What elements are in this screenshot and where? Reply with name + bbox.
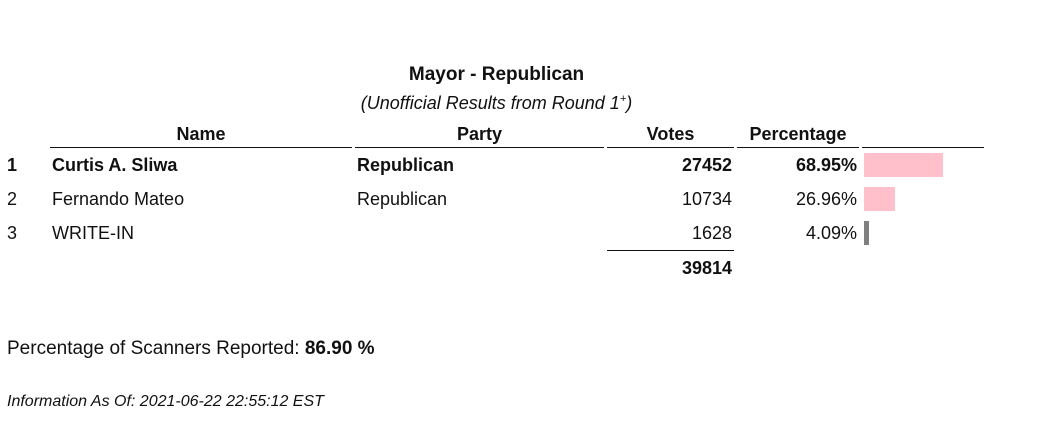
candidate-rank: 1	[7, 154, 18, 175]
total-spacer	[3, 250, 47, 285]
candidate-name: Curtis A. Sliwa	[52, 154, 178, 175]
total-spacer	[355, 250, 604, 285]
scanners-label: Percentage of Scanners Reported:	[7, 338, 305, 359]
rank-header	[3, 122, 47, 148]
candidate-percentage: 68.95%	[795, 154, 857, 175]
contest-subtitle: (Unofficial Results from Round 1+)	[0, 93, 993, 114]
bar-header	[862, 122, 984, 148]
vote-share-bar	[864, 187, 895, 211]
total-row: 39814	[3, 250, 984, 285]
total-votes: 39814	[607, 250, 734, 285]
contest-title: Mayor - Republican	[408, 64, 585, 85]
candidate-row: 1 Curtis A. Sliwa Republican 27452 68.95…	[3, 148, 984, 182]
party-header: Party	[355, 122, 604, 148]
votes-header: Votes	[607, 122, 734, 148]
candidate-party: Republican	[357, 154, 455, 175]
total-spacer	[50, 250, 352, 285]
subtitle-text: (Unofficial Results from Round 1	[360, 93, 620, 113]
scanners-reported: Percentage of Scanners Reported: 86.90 %	[7, 338, 375, 360]
candidate-percentage: 4.09%	[805, 222, 857, 243]
candidate-name: WRITE-IN	[52, 222, 134, 243]
candidate-bar-cell	[862, 182, 984, 216]
name-header: Name	[50, 122, 352, 148]
candidate-party: Republican	[357, 188, 448, 209]
information-timestamp: Information As Of: 2021-06-22 22:55:12 E…	[7, 393, 324, 410]
candidate-name: Fernando Mateo	[52, 188, 185, 209]
candidate-party	[355, 216, 604, 250]
percentage-header: Percentage	[737, 122, 859, 148]
subtitle-close: )	[626, 93, 633, 113]
candidate-row: 2 Fernando Mateo Republican 10734 26.96%	[3, 182, 984, 216]
candidate-row: 3 WRITE-IN 1628 4.09%	[3, 216, 984, 250]
candidate-bar-cell	[862, 148, 984, 182]
total-spacer	[862, 250, 984, 285]
candidate-percentage: 26.96%	[795, 188, 857, 209]
candidate-votes: 1628	[691, 222, 732, 243]
round-footnote-marker: +	[619, 93, 627, 105]
results-table: Name Party Votes Percentage 1 Curtis A. …	[0, 122, 987, 285]
candidate-rank: 3	[7, 222, 18, 243]
candidate-votes: 10734	[681, 188, 732, 209]
vote-share-bar	[864, 221, 869, 245]
total-spacer	[737, 250, 859, 285]
scanners-value: 86.90 %	[304, 338, 375, 359]
candidate-bar-cell	[862, 216, 984, 250]
vote-share-bar	[864, 153, 943, 177]
candidate-votes: 27452	[681, 154, 732, 175]
candidate-rank: 2	[7, 188, 18, 209]
results-header-row: Name Party Votes Percentage	[3, 122, 984, 148]
